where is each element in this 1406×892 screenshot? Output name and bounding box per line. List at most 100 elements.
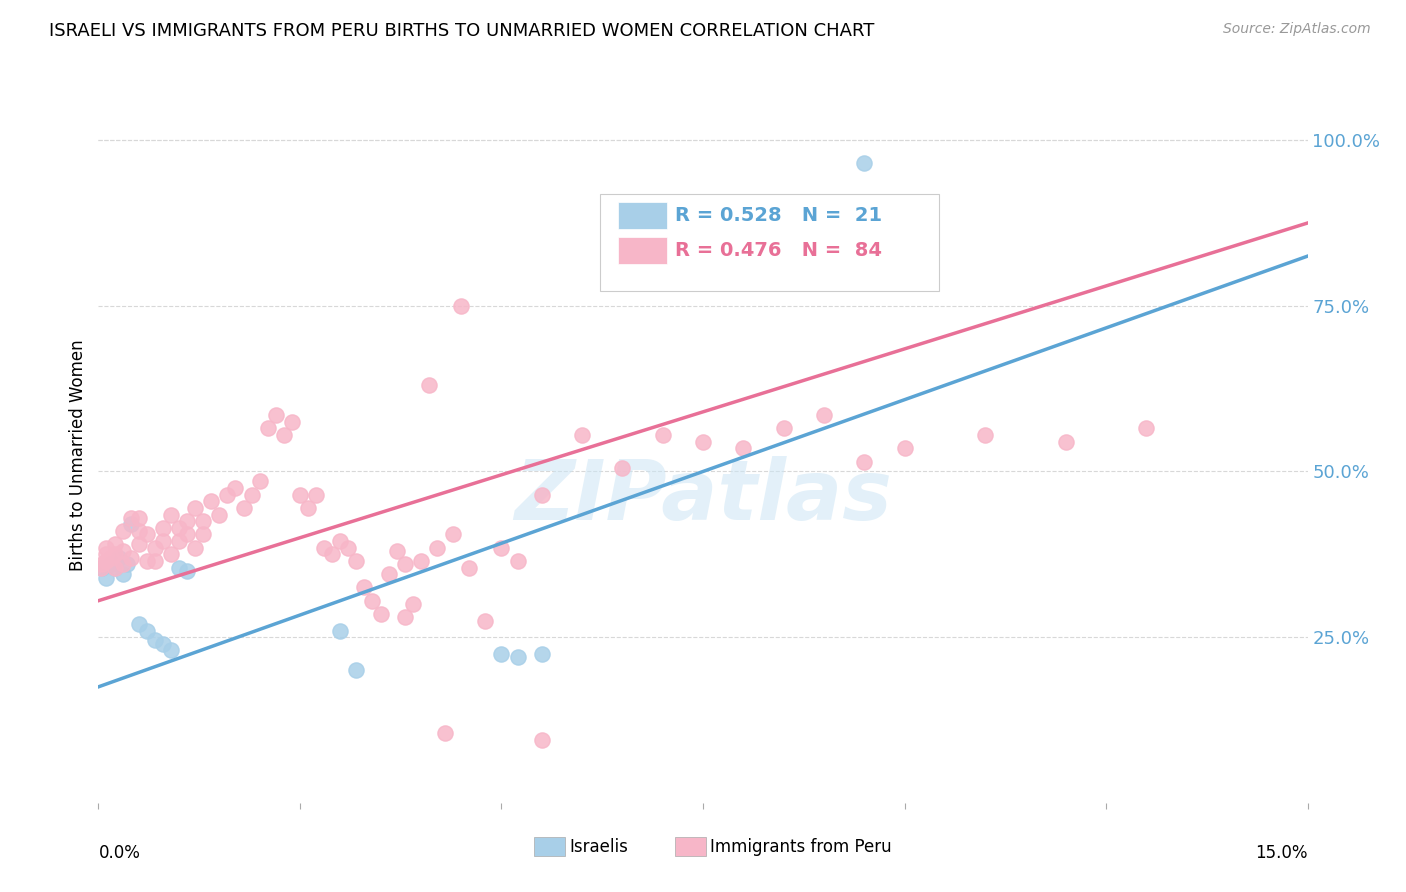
Point bbox=[733, 442, 755, 456]
Point bbox=[193, 514, 215, 528]
Point bbox=[305, 488, 328, 502]
Point bbox=[853, 156, 876, 170]
Point bbox=[281, 415, 304, 429]
Point bbox=[96, 547, 118, 561]
Point bbox=[394, 558, 416, 572]
Point bbox=[96, 541, 118, 555]
Point bbox=[152, 521, 174, 535]
Point bbox=[249, 475, 271, 489]
Point bbox=[176, 564, 198, 578]
Point bbox=[441, 527, 464, 541]
Point bbox=[893, 442, 915, 456]
Point bbox=[160, 508, 183, 522]
Point bbox=[813, 408, 835, 422]
Point bbox=[103, 537, 125, 551]
Point bbox=[167, 534, 190, 549]
Point bbox=[200, 494, 222, 508]
Point bbox=[458, 560, 481, 574]
Point bbox=[370, 607, 392, 621]
Point bbox=[402, 597, 425, 611]
Point bbox=[692, 434, 714, 449]
Point bbox=[120, 511, 142, 525]
Point bbox=[321, 547, 343, 561]
Point bbox=[288, 488, 311, 502]
Point bbox=[152, 637, 174, 651]
Point bbox=[530, 647, 553, 661]
Text: R = 0.528   N =  21: R = 0.528 N = 21 bbox=[675, 206, 883, 225]
Point bbox=[160, 547, 183, 561]
Point bbox=[506, 554, 529, 568]
Point bbox=[100, 550, 122, 565]
Point bbox=[530, 488, 553, 502]
Point bbox=[571, 428, 593, 442]
Point bbox=[91, 560, 114, 574]
Point bbox=[152, 534, 174, 549]
Point bbox=[135, 624, 157, 638]
Point bbox=[240, 488, 263, 502]
Point bbox=[96, 554, 118, 568]
Point bbox=[385, 544, 408, 558]
Point bbox=[394, 610, 416, 624]
Point bbox=[224, 481, 246, 495]
Text: Israelis: Israelis bbox=[569, 838, 628, 855]
Point bbox=[103, 547, 125, 561]
Bar bbox=[619, 202, 666, 229]
Point bbox=[176, 527, 198, 541]
Point bbox=[409, 554, 432, 568]
Point bbox=[111, 524, 134, 538]
Point bbox=[143, 633, 166, 648]
Point bbox=[434, 726, 457, 740]
Point bbox=[506, 650, 529, 665]
Point bbox=[217, 488, 239, 502]
Text: R = 0.476   N =  84: R = 0.476 N = 84 bbox=[675, 241, 882, 260]
Text: 15.0%: 15.0% bbox=[1256, 845, 1308, 863]
Point bbox=[167, 560, 190, 574]
Point bbox=[111, 558, 134, 572]
Point bbox=[491, 647, 513, 661]
Point bbox=[344, 554, 367, 568]
Point bbox=[772, 421, 794, 435]
Point bbox=[418, 378, 440, 392]
Text: Immigrants from Peru: Immigrants from Peru bbox=[710, 838, 891, 855]
Point bbox=[208, 508, 231, 522]
Point bbox=[256, 421, 278, 435]
Point bbox=[135, 554, 157, 568]
Point bbox=[135, 527, 157, 541]
Point bbox=[426, 541, 449, 555]
Point bbox=[353, 581, 375, 595]
Text: Source: ZipAtlas.com: Source: ZipAtlas.com bbox=[1223, 22, 1371, 37]
Point bbox=[193, 527, 215, 541]
Point bbox=[143, 541, 166, 555]
Point bbox=[91, 558, 114, 572]
Point bbox=[115, 558, 138, 572]
Point bbox=[612, 461, 634, 475]
Point bbox=[107, 550, 129, 565]
Point bbox=[273, 428, 295, 442]
Point bbox=[184, 500, 207, 515]
Point bbox=[329, 534, 352, 549]
FancyBboxPatch shape bbox=[600, 194, 939, 292]
Point bbox=[128, 537, 150, 551]
Point bbox=[128, 524, 150, 538]
Point bbox=[853, 454, 876, 468]
Point bbox=[111, 544, 134, 558]
Point bbox=[184, 541, 207, 555]
Point bbox=[450, 299, 472, 313]
Point bbox=[974, 428, 997, 442]
Text: ISRAELI VS IMMIGRANTS FROM PERU BIRTHS TO UNMARRIED WOMEN CORRELATION CHART: ISRAELI VS IMMIGRANTS FROM PERU BIRTHS T… bbox=[49, 22, 875, 40]
Point bbox=[1054, 434, 1077, 449]
Point bbox=[297, 500, 319, 515]
Text: ZIPatlas: ZIPatlas bbox=[515, 456, 891, 537]
Point bbox=[96, 570, 118, 584]
Text: 0.0%: 0.0% bbox=[98, 845, 141, 863]
Bar bbox=[619, 237, 666, 263]
Point bbox=[120, 517, 142, 532]
Point bbox=[344, 663, 367, 677]
Point bbox=[128, 511, 150, 525]
Y-axis label: Births to Unmarried Women: Births to Unmarried Women bbox=[69, 339, 87, 571]
Point bbox=[337, 541, 360, 555]
Point bbox=[377, 567, 399, 582]
Point bbox=[167, 521, 190, 535]
Point bbox=[100, 558, 122, 572]
Point bbox=[232, 500, 254, 515]
